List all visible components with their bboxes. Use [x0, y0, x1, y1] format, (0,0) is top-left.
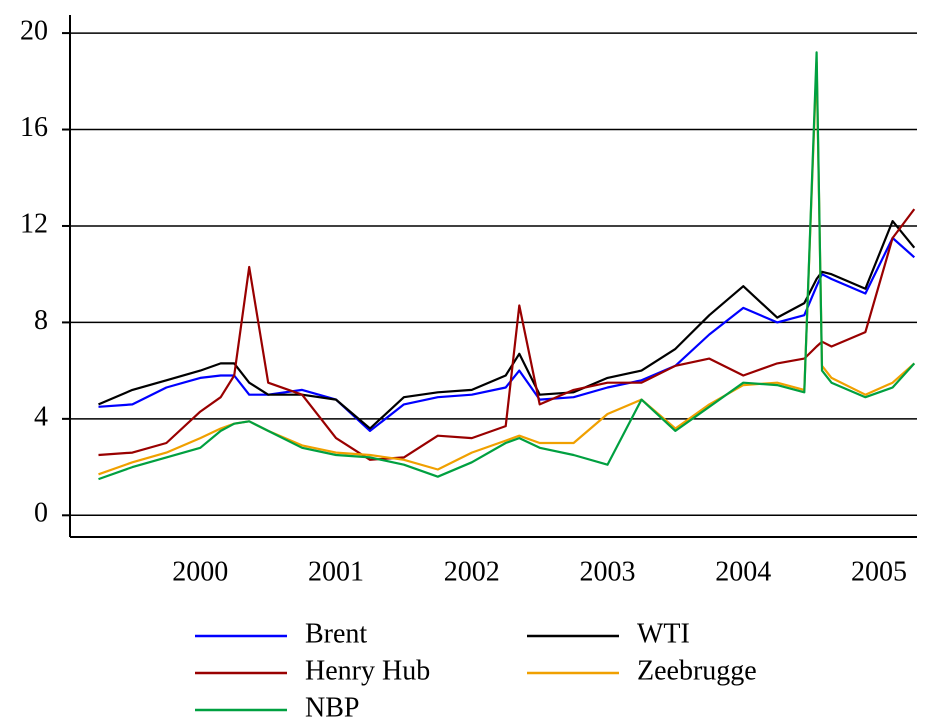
y-tick-label: 4 — [34, 401, 48, 432]
legend-label: Zeebrugge — [637, 655, 757, 686]
x-tick-label: 2000 — [172, 556, 228, 587]
series-line — [98, 51, 916, 481]
series-line — [98, 236, 916, 432]
legend-label: Henry Hub — [305, 655, 430, 686]
series-line — [98, 220, 916, 430]
y-tick-label: 16 — [20, 112, 48, 143]
legend-label: WTI — [637, 618, 690, 649]
series-line — [98, 208, 916, 461]
y-tick-label: 20 — [20, 16, 48, 47]
legend-label: Brent — [305, 618, 367, 649]
y-tick-label: 0 — [34, 498, 48, 529]
legend-label: NBP — [305, 692, 359, 723]
y-tick-label: 8 — [34, 305, 48, 336]
x-tick-label: 2001 — [308, 556, 364, 587]
x-tick-label: 2005 — [851, 556, 907, 587]
x-tick-label: 2004 — [715, 556, 771, 587]
x-tick-label: 2002 — [444, 556, 500, 587]
y-tick-label: 12 — [20, 208, 48, 239]
x-tick-label: 2003 — [580, 556, 636, 587]
